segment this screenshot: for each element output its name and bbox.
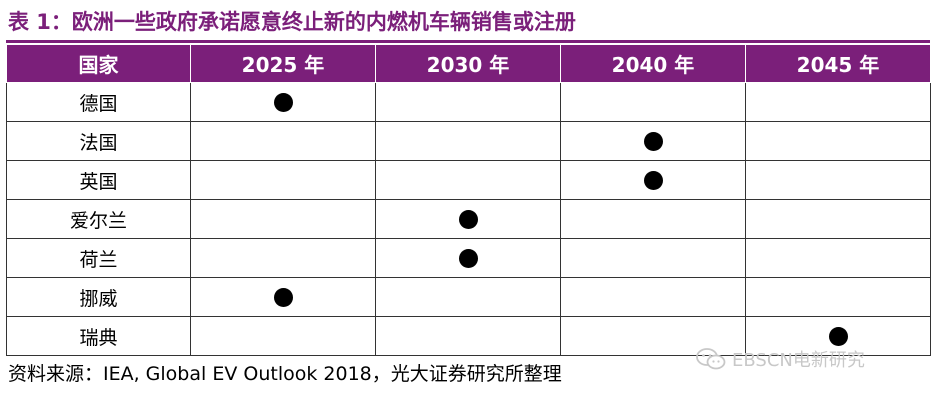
- country-cell: 瑞典: [6, 316, 191, 356]
- year-cell: [190, 121, 376, 161]
- country-cell: 挪威: [6, 277, 191, 317]
- year-cell: [375, 277, 561, 317]
- watermark-text: EBSCN电新研究: [732, 350, 865, 371]
- commitment-dot: [273, 93, 293, 112]
- country-cell: 荷兰: [6, 238, 191, 278]
- year-cell: [745, 238, 931, 278]
- year-cell: [560, 277, 746, 317]
- year-cell: [190, 238, 376, 278]
- header-2045: 2045 年: [745, 44, 931, 83]
- year-cell: [375, 316, 561, 356]
- table-row: 爱尔兰: [6, 199, 931, 239]
- table-row: 挪威: [6, 277, 931, 317]
- commitments-table: 国家 2025 年 2030 年 2040 年 2045 年 德国 法国 英国 爱尔兰…: [6, 44, 931, 356]
- table-row: 法国: [6, 121, 931, 161]
- year-cell: [745, 316, 931, 356]
- year-cell: [560, 160, 746, 200]
- country-cell: 法国: [6, 121, 191, 161]
- table-row: 瑞典: [6, 316, 931, 356]
- commitment-dot: [828, 327, 848, 346]
- table-row: 荷兰: [6, 238, 931, 278]
- header-country: 国家: [6, 44, 191, 83]
- year-cell: [745, 277, 931, 317]
- year-cell: [190, 316, 376, 356]
- commitment-dot: [273, 288, 293, 307]
- year-cell: [190, 277, 376, 317]
- year-cell: [745, 199, 931, 239]
- year-cell: [745, 82, 931, 122]
- year-cell: [560, 199, 746, 239]
- table-row: 德国: [6, 82, 931, 122]
- commitment-dot: [643, 132, 663, 151]
- country-cell: 德国: [6, 82, 191, 122]
- year-cell: [190, 160, 376, 200]
- header-2030: 2030 年: [375, 44, 561, 83]
- header-2025: 2025 年: [190, 44, 376, 83]
- year-cell: [375, 238, 561, 278]
- watermark: EBSCN电新研究: [696, 346, 865, 372]
- country-cell: 爱尔兰: [6, 199, 191, 239]
- year-cell: [560, 316, 746, 356]
- year-cell: [375, 160, 561, 200]
- year-cell: [375, 199, 561, 239]
- year-cell: [560, 121, 746, 161]
- commitment-dot: [458, 210, 478, 229]
- title-underline: [6, 40, 930, 43]
- country-cell: 英国: [6, 160, 191, 200]
- year-cell: [375, 82, 561, 122]
- header-2040: 2040 年: [560, 44, 746, 83]
- table-header-row: 国家 2025 年 2030 年 2040 年 2045 年: [6, 44, 931, 83]
- table-body: 德国 法国 英国 爱尔兰 荷兰 挪威 瑞典: [6, 82, 931, 356]
- year-cell: [190, 199, 376, 239]
- year-cell: [745, 160, 931, 200]
- table-row: 英国: [6, 160, 931, 200]
- source-note: 资料来源：IEA, Global EV Outlook 2018，光大证券研究所…: [8, 363, 562, 385]
- year-cell: [375, 121, 561, 161]
- year-cell: [560, 82, 746, 122]
- year-cell: [560, 238, 746, 278]
- commitment-dot: [643, 171, 663, 190]
- year-cell: [190, 82, 376, 122]
- table-title: 表 1：欧洲一些政府承诺愿意终止新的内燃机车辆销售或注册: [8, 10, 576, 34]
- commitment-dot: [458, 249, 478, 268]
- year-cell: [745, 121, 931, 161]
- wechat-icon: [696, 348, 726, 370]
